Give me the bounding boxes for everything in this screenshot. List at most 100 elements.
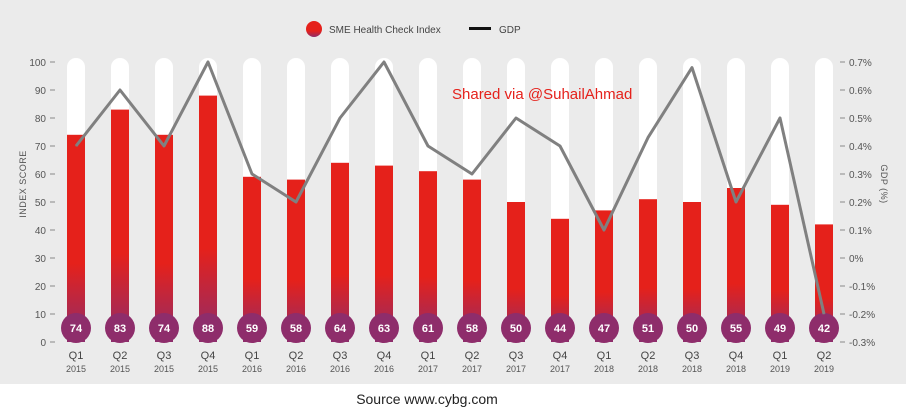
x-year-label: 2015: [198, 364, 218, 374]
legend-gdp-label: GDP: [499, 25, 521, 36]
x-tick-label: Q2: [641, 350, 656, 362]
bar-value-badge: [61, 313, 91, 343]
y2-tick-label: -0.2%: [849, 310, 875, 321]
gdp-point: [515, 117, 517, 119]
x-year-label: 2015: [66, 364, 86, 374]
legend: SME Health Check Index GDP: [306, 21, 521, 37]
x-year-label: 2018: [726, 364, 746, 374]
gdp-point: [75, 145, 77, 147]
bar-value-badge: [325, 313, 355, 343]
gdp-point: [647, 137, 649, 139]
bar-group: 44: [545, 58, 575, 343]
right-axis: -0.3% -0.2% -0.1% 0% 0.1% 0.2% 0.3% 0.4% 0.5% 0.6…: [840, 58, 875, 349]
chart-svg: SME Health Check Index GDP 0 10 20 30 40 50 60…: [18, 21, 889, 374]
bar: [771, 204, 789, 342]
y-axis-title: INDEX SCORE: [18, 150, 28, 218]
bar: [155, 134, 173, 342]
gdp-point: [339, 117, 341, 119]
bar-group: 49: [765, 58, 795, 343]
gdp-line-layer: [74, 60, 826, 315]
bar-value-badge: [281, 313, 311, 343]
bar-group: 42: [809, 58, 839, 343]
x-year-label: 2017: [462, 364, 482, 374]
x-year-label: 2017: [506, 364, 526, 374]
bar-value-label: 61: [422, 323, 434, 335]
bar: [683, 202, 701, 342]
x-tick-label: Q1: [245, 350, 260, 362]
x-year-label: 2018: [682, 364, 702, 374]
bar: [595, 210, 613, 342]
bar-value-badge: [765, 313, 795, 343]
bar-value-label: 59: [246, 323, 258, 335]
y2-tick-label: -0.3%: [849, 338, 875, 349]
y2-tick-label: 0.4%: [849, 142, 872, 153]
gdp-point: [119, 89, 121, 91]
bar: [463, 179, 481, 342]
y-tick-label: 60: [35, 170, 47, 181]
bar-value-badge: [589, 313, 619, 343]
x-year-label: 2019: [770, 364, 790, 374]
bar: [331, 162, 349, 342]
bar-group: 50: [501, 58, 531, 343]
x-tick-label: Q2: [465, 350, 480, 362]
x-year-label: 2015: [154, 364, 174, 374]
y2-tick-label: -0.1%: [849, 282, 875, 293]
bar-value-label: 88: [202, 323, 214, 335]
bar-value-label: 74: [70, 323, 83, 335]
gdp-point: [691, 67, 693, 69]
bar: [67, 134, 85, 342]
bar: [243, 176, 261, 342]
bar: [419, 171, 437, 342]
bar-group: 63: [369, 58, 399, 343]
bar: [727, 188, 745, 342]
bar-value-label: 83: [114, 323, 126, 335]
gdp-point: [603, 229, 605, 231]
legend-index-label: SME Health Check Index: [329, 25, 441, 36]
bar-group: 58: [457, 58, 487, 343]
gdp-point: [779, 117, 781, 119]
x-year-label: 2016: [330, 364, 350, 374]
bar-value-label: 50: [510, 323, 522, 335]
x-tick-label: Q3: [333, 350, 348, 362]
x-tick-label: Q1: [69, 350, 84, 362]
y2-tick-label: 0%: [849, 254, 864, 265]
bar-group: 47: [589, 58, 619, 343]
gdp-point: [207, 61, 209, 63]
bar-value-badge: [457, 313, 487, 343]
chart-panel: SME Health Check Index GDP 0 10 20 30 40 50 60…: [0, 0, 906, 384]
x-tick-label: Q4: [201, 350, 216, 362]
bar: [815, 224, 833, 342]
y-tick-label: 10: [35, 310, 47, 321]
bar-group: 74: [149, 58, 179, 343]
x-axis-labels: Q1 2015 Q2 2015 Q3 2015 Q4 2015 Q1 2016 Q2 2016 Q3 20…: [66, 350, 834, 374]
bar-value-badge: [809, 313, 839, 343]
watermark: Shared via @SuhailAhmad: [452, 86, 633, 103]
x-year-label: 2016: [286, 364, 306, 374]
bar-group: 64: [325, 58, 355, 343]
bar-value-label: 44: [554, 323, 567, 335]
x-tick-label: Q1: [597, 350, 612, 362]
bars: 74 83 74 88 59 58 64 63 61 58 50 44 47 51 50 55 49 42: [61, 58, 839, 343]
bar-value-badge: [633, 313, 663, 343]
x-tick-label: Q4: [553, 350, 568, 362]
y-tick-label: 80: [35, 114, 47, 125]
gdp-line: [74, 60, 826, 315]
x-year-label: 2017: [550, 364, 570, 374]
bar-value-label: 49: [774, 323, 786, 335]
bar-value-label: 55: [730, 323, 742, 335]
y-tick-label: 50: [35, 198, 47, 209]
y2-tick-label: 0.5%: [849, 114, 872, 125]
x-tick-label: Q1: [773, 350, 788, 362]
y2-tick-label: 0.3%: [849, 170, 872, 181]
bar: [111, 109, 129, 342]
bar-value-badge: [193, 313, 223, 343]
gdp-point: [251, 173, 253, 175]
x-tick-label: Q3: [157, 350, 172, 362]
y2-tick-label: 0.7%: [849, 58, 872, 69]
x-year-label: 2019: [814, 364, 834, 374]
y2-tick-label: 0.6%: [849, 86, 872, 97]
bar-group: 58: [281, 58, 311, 343]
bar-group: 83: [105, 58, 135, 343]
bar-value-label: 74: [158, 323, 171, 335]
gdp-point: [559, 145, 561, 147]
